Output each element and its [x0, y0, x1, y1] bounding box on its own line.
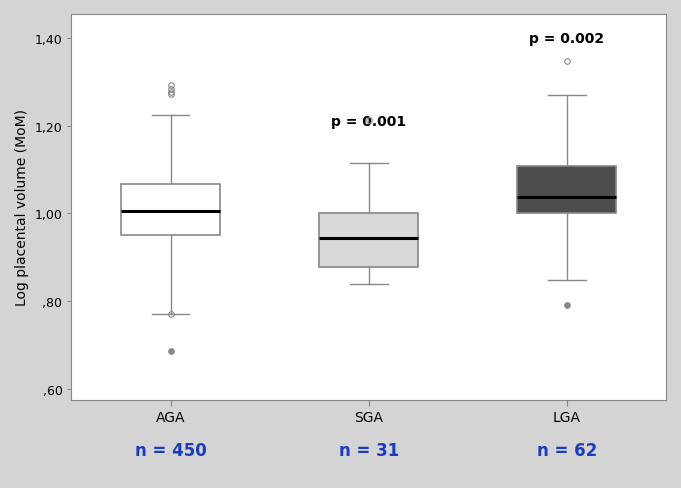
- Y-axis label: Log placental volume (MoM): Log placental volume (MoM): [15, 109, 29, 305]
- Text: p = 0.001: p = 0.001: [331, 115, 407, 129]
- Bar: [518, 167, 616, 214]
- Text: n = 62: n = 62: [537, 441, 597, 459]
- Bar: [319, 213, 418, 267]
- Text: n = 450: n = 450: [135, 441, 206, 459]
- Bar: [121, 184, 220, 236]
- Text: n = 31: n = 31: [338, 441, 399, 459]
- Text: p = 0.002: p = 0.002: [529, 32, 605, 45]
